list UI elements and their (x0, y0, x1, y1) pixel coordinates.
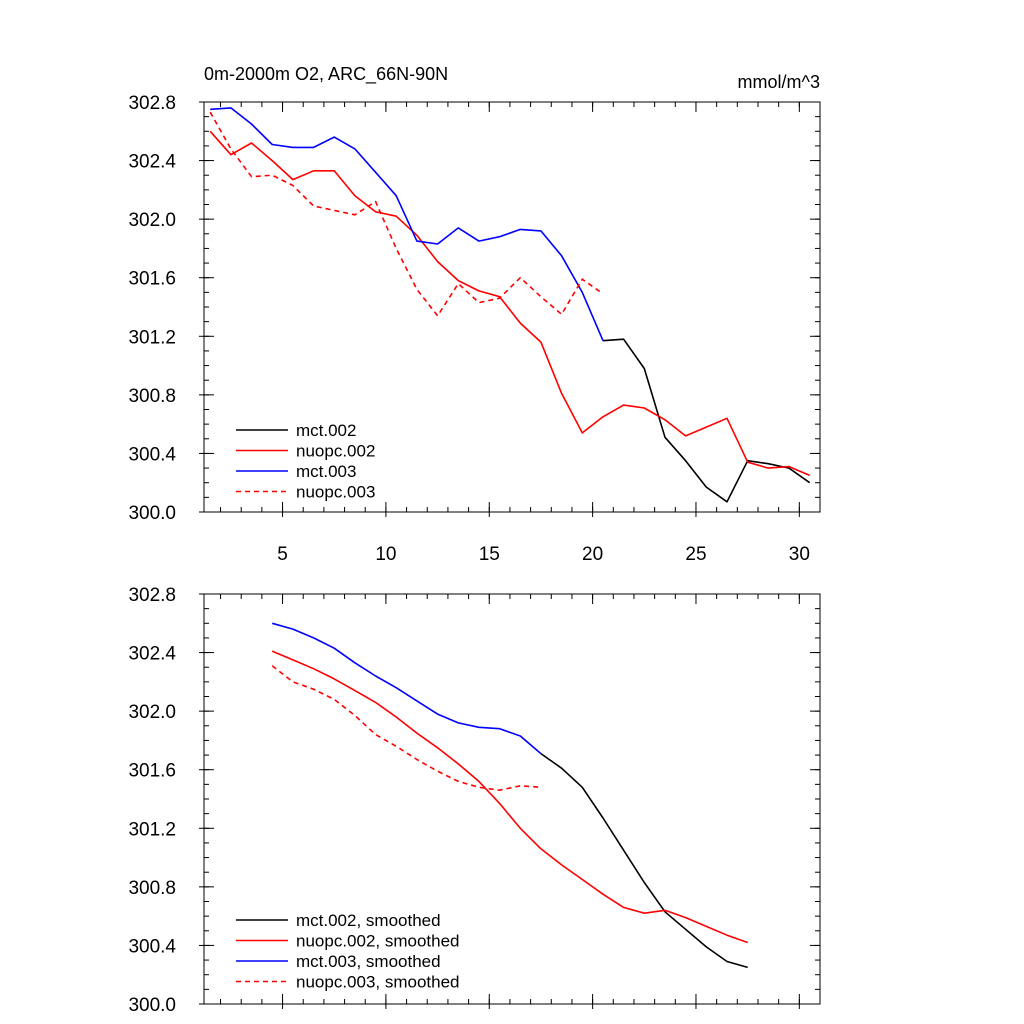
y-tick-label: 300.8 (128, 386, 176, 407)
x-tick-label: 15 (479, 544, 500, 565)
legend-label-2: mct.003 (296, 462, 356, 481)
series-line-2 (271, 622, 542, 755)
y-tick-label: 301.6 (128, 269, 176, 290)
y-tick-label: 300.4 (128, 936, 176, 957)
series-line-0 (602, 338, 811, 503)
legend-label-0: mct.002, smoothed (296, 911, 441, 930)
units-label: mmol/m^3 (738, 72, 820, 92)
legend-label-2: mct.003, smoothed (296, 952, 441, 971)
series-line-3 (271, 665, 541, 792)
y-tick-label: 302.4 (128, 644, 176, 665)
x-tick-label: 5 (277, 544, 288, 565)
y-tick-label: 300.8 (128, 878, 176, 899)
series-line-2 (210, 107, 604, 342)
y-tick-label: 301.6 (128, 761, 176, 782)
x-tick-label: 10 (375, 544, 396, 565)
series-line-3 (209, 111, 604, 317)
y-tick-label: 300.0 (128, 995, 176, 1016)
y-tick-label: 302.0 (128, 210, 176, 231)
legend-label-3: nuopc.003 (296, 483, 375, 502)
y-tick-label: 300.0 (128, 503, 176, 524)
legend-label-0: mct.002 (296, 421, 356, 440)
series-line-0 (540, 752, 748, 969)
x-tick-label: 30 (789, 544, 810, 565)
y-tick-label: 301.2 (128, 819, 176, 840)
y-tick-label: 302.0 (128, 702, 176, 723)
y-tick-label: 302.8 (128, 93, 176, 114)
y-tick-label: 300.4 (128, 444, 176, 465)
y-tick-label: 302.8 (128, 585, 176, 606)
y-tick-label: 301.2 (128, 327, 176, 348)
bottom-panel: 300.0 300.4 300.8 301.2 301.6 302.0 302.4 302.8… (128, 585, 821, 1016)
legend-label-1: nuopc.002 (296, 442, 375, 461)
series-line-1 (271, 650, 748, 944)
x-tick-label: 25 (685, 544, 706, 565)
legend-label-1: nuopc.002, smoothed (296, 932, 460, 951)
chart-title: 0m-2000m O2, ARC_66N-90N (204, 64, 448, 85)
series-line-1 (209, 130, 811, 477)
top-panel: 300.0 300.4 300.8 301.2 301.6 302.0 302.4 302.8… (128, 64, 821, 565)
y-tick-label: 302.4 (128, 152, 176, 173)
x-tick-label: 20 (582, 544, 603, 565)
legend-label-3: nuopc.003, smoothed (296, 973, 460, 992)
